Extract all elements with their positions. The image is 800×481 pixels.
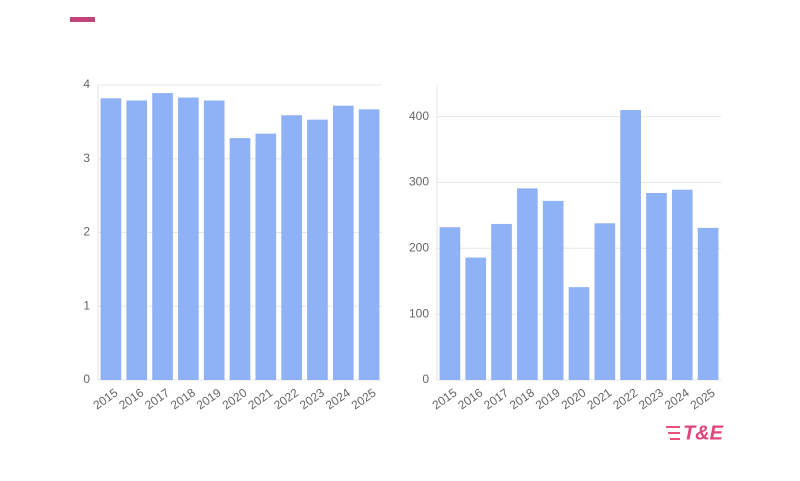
- bar: [671, 189, 693, 380]
- y-tick-label: 100: [409, 306, 429, 320]
- bar: [255, 133, 277, 380]
- bar: [517, 188, 538, 380]
- bar: [542, 200, 564, 380]
- bar: [620, 110, 641, 380]
- bar: [594, 223, 616, 380]
- y-tick-label: 2: [83, 225, 90, 239]
- bar: [465, 257, 487, 380]
- bar: [646, 192, 667, 380]
- bar: [178, 97, 199, 380]
- bar: [229, 138, 251, 380]
- bar: [281, 115, 302, 381]
- bar: [203, 100, 225, 381]
- y-tick-label: 300: [409, 175, 429, 189]
- bar: [439, 227, 461, 380]
- y-tick-label: 3: [83, 151, 90, 165]
- y-tick-label: 4: [83, 77, 90, 91]
- y-tick-label: 1: [83, 298, 90, 312]
- y-tick-label: 200: [409, 240, 429, 254]
- bar: [126, 100, 148, 381]
- y-tick-label: 0: [422, 372, 429, 386]
- y-tick-label: 400: [409, 109, 429, 123]
- bar: [491, 223, 512, 380]
- bar: [332, 105, 354, 381]
- bar: [358, 109, 380, 381]
- bar: [307, 119, 328, 380]
- y-tick-label: 0: [83, 372, 90, 386]
- logo-text: T&E: [683, 422, 724, 444]
- logo: T&E: [666, 422, 724, 444]
- bar: [568, 287, 590, 380]
- accent-bar: [70, 17, 95, 22]
- bar: [100, 98, 122, 381]
- bar: [152, 93, 173, 381]
- bar: [697, 227, 719, 380]
